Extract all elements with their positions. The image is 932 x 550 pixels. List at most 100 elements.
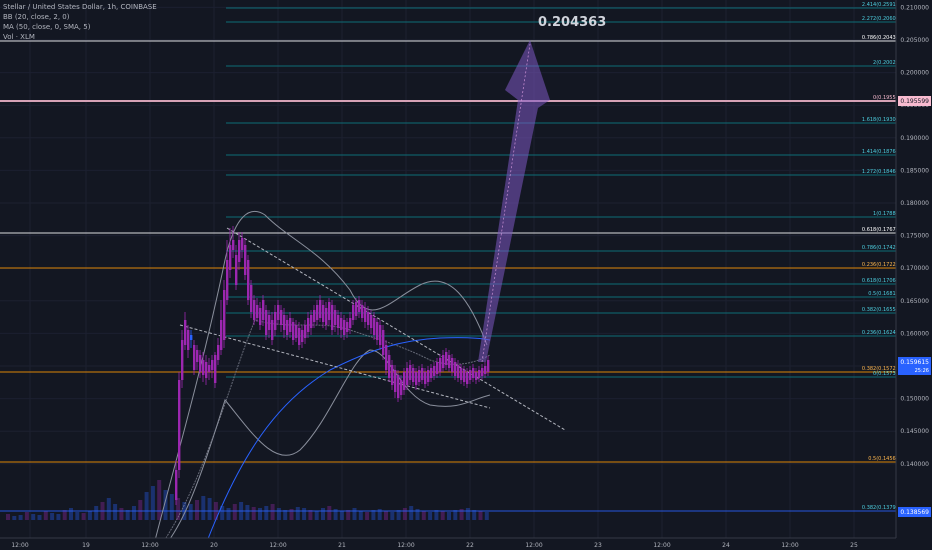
volume-bar [176,498,181,520]
target-price-annotation[interactable]: 0.204363 [538,15,607,30]
candle-body [202,360,205,375]
grid [0,0,896,538]
candle-body [367,312,370,325]
price-tick-label: 0.190000 [900,135,929,142]
candle-body [424,372,427,384]
volume-bar [314,511,319,520]
candle-body [229,245,232,270]
candle-body [298,328,301,345]
candle-body [481,368,484,376]
candle-body [463,370,466,382]
volume-bar [289,509,294,520]
candle-body [313,310,316,322]
candle-body [373,318,376,335]
candle-body [460,368,463,380]
candle-body [331,305,334,330]
candle-body [181,340,184,380]
candle-body [469,370,472,380]
volume-bar [270,504,275,520]
price-tick-label: 0.180000 [900,200,929,207]
candle-body [319,300,322,318]
candle-body [376,322,379,340]
legend-ma[interactable]: MA (50, close, 0, SMA, 5) [3,23,91,31]
legend-vol[interactable]: Vol · XLM [3,33,35,41]
chart-legend: Stellar / United States Dollar, 1h, COIN… [3,2,157,42]
candle-body [268,315,271,330]
current-time-text: 25:26 [915,368,929,374]
price-tag-bg [898,96,931,106]
candle-body [265,310,268,335]
candle-body [322,305,325,322]
price-tick-label: 0.205000 [900,37,929,44]
candle-body [235,255,238,285]
volume-bars [6,480,489,520]
candle-body [250,285,253,312]
candle-body [361,305,364,318]
volume-bar [113,504,118,520]
candle-body [418,370,421,382]
wedge-upper [226,227,566,431]
candle-body [286,320,289,335]
fib-label: 0.236(0.172249) [862,262,904,268]
fib-label: 1(0.178830) [873,211,904,217]
volume-bar [132,506,136,520]
candle-body [214,355,217,383]
time-tick-label: 19 [82,542,90,549]
candle-body [325,308,328,325]
volume-bar [327,506,332,520]
volume-bar [264,506,269,520]
candle-body [289,318,292,332]
candle-body [337,315,340,328]
volume-bar [302,508,307,520]
volume-bar [94,506,99,520]
candle-body [238,240,241,262]
volume-bar [43,511,48,520]
legend-bb[interactable]: BB (20, close, 2, 0) [3,13,70,21]
candle-body [253,300,256,320]
volume-bar [251,507,256,520]
volume-bar [459,509,464,520]
candle-body [328,302,331,320]
price-tag-text: 0.195599 [900,98,929,105]
candle-body [439,358,442,372]
volume-bar [358,511,363,520]
time-tick-label: 12:00 [269,542,286,549]
fib-label: 0.618(0.176749) [862,227,904,233]
price-tick-label: 0.150000 [900,396,929,403]
candle-body [427,370,430,382]
time-tick-label: 12:00 [11,542,28,549]
fib-label: 2.272(0.206076) [862,16,904,22]
fib-label: 2(0.200250) [873,60,904,66]
legend-symbol[interactable]: Stellar / United States Dollar, 1h, COIN… [3,3,157,11]
price-tick-label: 0.160000 [900,330,929,337]
candle-body [205,362,208,378]
time-tick-label: 12:00 [525,542,542,549]
volume-bar [321,508,325,520]
price-tag-195: 0.195599 [898,96,931,106]
fib-label: 0.5(0.168120) [868,291,904,297]
fib-label: 2.414(0.259119) [862,2,904,8]
volume-bar [472,510,477,520]
fib-label: 0.236(0.162465) [862,330,904,336]
volume-bar [465,508,470,520]
volume-bar [434,510,439,520]
candle-body [340,318,343,330]
time-tick-label: 12:00 [781,542,798,549]
candle-body [406,368,409,385]
volume-bar [478,511,483,520]
current-price-bg [898,357,931,375]
volume-bar [119,508,124,520]
time-tick-label: 25 [850,542,858,549]
time-tick-label: 23 [594,542,602,549]
volume-bar [402,508,407,520]
candle-body [364,308,367,322]
candle-body [478,370,481,378]
volume-bar [371,510,376,520]
volume-bar [440,511,445,520]
candle-body [397,375,400,398]
fib-label: 1.618(0.193068) [862,117,904,123]
candle-body [187,330,190,350]
fib-label: 1.414(0.187698) [862,149,904,155]
time-tick-label: 24 [722,542,730,549]
